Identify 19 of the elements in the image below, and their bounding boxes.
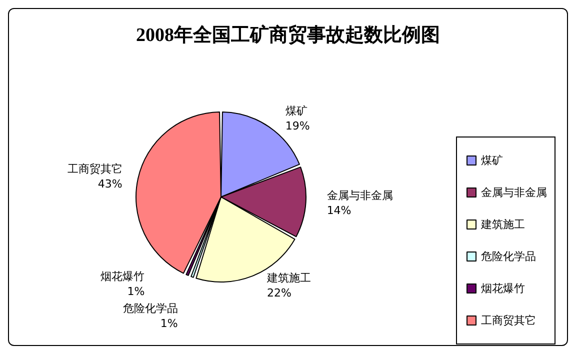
legend-label: 金属与非金属 [481, 186, 547, 199]
legend-label: 危险化学品 [481, 250, 536, 263]
data-label: 19% [285, 119, 310, 132]
data-label: 14% [326, 204, 352, 217]
data-label: 22% [266, 286, 292, 300]
legend-label: 煤矿 [481, 154, 503, 167]
chart-title: 2008年全国工矿商贸事故起数比例图 [136, 24, 440, 46]
legend-label: 建筑施工 [480, 218, 525, 231]
category-label: 烟花爆竹 [100, 270, 145, 284]
data-label: 43% [98, 177, 122, 190]
slice-label: 工商贸其它 [67, 162, 122, 176]
legend-label: 工商贸其它 [481, 314, 536, 327]
data-label: 1% [160, 317, 178, 330]
legend-label: 烟花爆竹 [481, 282, 525, 295]
slice-label: 危险化学品 [122, 302, 178, 316]
slice-label: 金属与非金属 [326, 188, 393, 202]
data-label: 1% [127, 285, 145, 298]
slice-label: 建筑施工 [266, 271, 311, 284]
slice-label: 煤矿 [285, 104, 308, 118]
